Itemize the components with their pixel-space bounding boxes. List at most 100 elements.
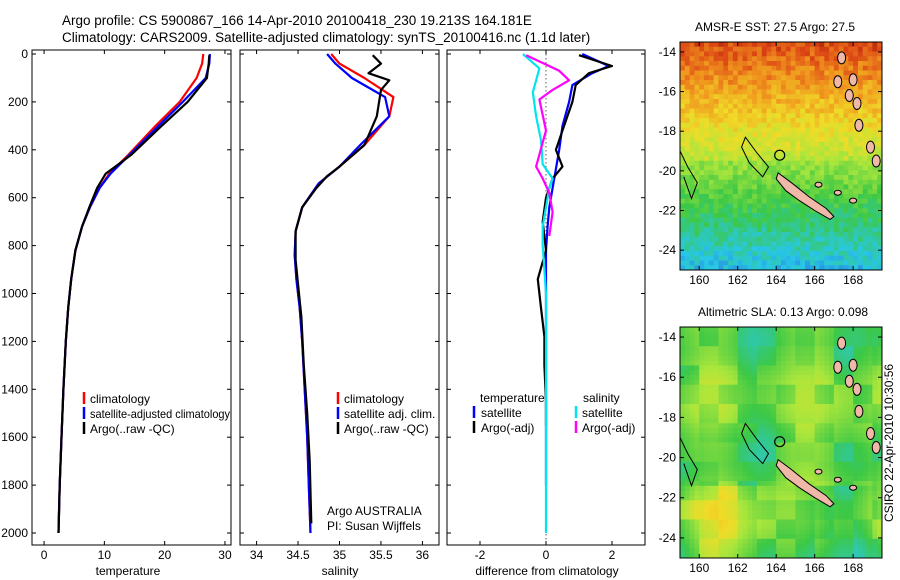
- map-cell: [704, 423, 710, 429]
- map-cell: [800, 265, 806, 270]
- map-cell: [699, 529, 705, 535]
- map-cell: [680, 103, 686, 110]
- map-cell: [704, 156, 710, 162]
- map-cell: [747, 189, 753, 195]
- map-cell: [699, 132, 705, 138]
- map-cell: [747, 428, 753, 434]
- map-cell: [838, 500, 845, 506]
- map-cell: [728, 428, 734, 434]
- map-cell: [761, 384, 768, 391]
- map-cell: [848, 227, 854, 233]
- map-cell: [862, 208, 869, 214]
- map-cell: [684, 490, 691, 497]
- map-cell: [776, 165, 782, 171]
- map-cell: [819, 399, 825, 405]
- map-cell: [877, 127, 882, 133]
- map-cell: [843, 548, 849, 554]
- map-cell: [708, 160, 715, 167]
- map-cell: [756, 65, 763, 72]
- map-cell: [694, 99, 700, 105]
- vanuatu-island: [844, 89, 854, 102]
- map-cell: [819, 46, 825, 53]
- map-cell: [824, 46, 830, 53]
- map-cell: [833, 70, 840, 76]
- map-cell: [814, 538, 821, 545]
- map-cell: [877, 61, 882, 67]
- map-cell: [857, 461, 864, 468]
- map-cell: [805, 208, 811, 214]
- depth-tick-label: 2000: [1, 526, 28, 540]
- map-cell: [829, 514, 835, 521]
- map-cell: [684, 189, 691, 195]
- map-cell: [809, 118, 816, 124]
- map-cell: [862, 346, 869, 352]
- legend-salinity-heading: salinity: [583, 391, 620, 405]
- map-cell: [684, 89, 691, 95]
- map-cell: [819, 89, 825, 95]
- map-cell: [684, 355, 691, 362]
- map-cell: [718, 553, 724, 558]
- map-cell: [829, 251, 835, 257]
- map-cell: [756, 137, 763, 143]
- map-cell: [680, 42, 686, 48]
- map-cell: [752, 236, 758, 243]
- map-cell: [795, 452, 801, 458]
- map-cell: [829, 327, 835, 333]
- map-cell: [718, 89, 724, 95]
- map-cell: [704, 394, 710, 400]
- map-cell: [838, 232, 845, 238]
- map-cell: [732, 89, 739, 95]
- map-cell: [800, 543, 806, 549]
- map-cell: [723, 70, 729, 76]
- legend-climatology: climatology: [344, 392, 404, 406]
- map-cell: [838, 490, 845, 497]
- map-cell: [795, 466, 801, 472]
- profile-location-marker: [774, 436, 786, 448]
- map-cell: [838, 227, 845, 233]
- map-cell: [737, 336, 744, 343]
- map-cell: [771, 198, 777, 205]
- map-cell: [708, 408, 715, 415]
- map-cell: [747, 75, 753, 81]
- map-cell: [848, 56, 854, 62]
- map-cell: [848, 255, 854, 262]
- map-cell: [747, 241, 753, 247]
- map-cell: [756, 461, 763, 468]
- map-cell: [704, 447, 710, 453]
- map-cell: [814, 456, 821, 463]
- map-cell: [848, 432, 854, 439]
- map-cell: [708, 505, 715, 511]
- map-cell: [728, 213, 734, 219]
- map-cell: [833, 485, 840, 492]
- map-cell: [713, 408, 720, 415]
- map-cell: [732, 260, 739, 266]
- map-cell: [737, 524, 744, 530]
- map-cell: [785, 500, 792, 506]
- map-cell: [708, 241, 715, 247]
- map-cell: [857, 260, 864, 266]
- map-cell: [776, 514, 782, 521]
- map-cell: [872, 194, 878, 200]
- map-cell: [814, 118, 821, 124]
- map-cell: [728, 236, 734, 243]
- map-cell: [704, 500, 710, 506]
- salinity-legend: climatology satellite adj. clim. Argo(..…: [327, 392, 435, 533]
- map-cell: [699, 514, 705, 521]
- map-cell: [833, 437, 840, 444]
- map-cell: [824, 365, 830, 371]
- map-cell: [785, 423, 792, 429]
- map-cell: [838, 217, 845, 224]
- map-cell: [680, 360, 686, 367]
- map-cell: [708, 375, 715, 381]
- map-cell: [694, 160, 700, 167]
- map-cell: [737, 327, 744, 333]
- map-cell: [853, 481, 859, 487]
- map-cell: [694, 490, 700, 497]
- map-y-tick-label: -22: [659, 491, 677, 505]
- map-cell: [824, 236, 830, 243]
- map-cell: [704, 408, 710, 415]
- map-cell: [737, 156, 744, 162]
- map-cell: [838, 375, 845, 381]
- map-cell: [848, 217, 854, 224]
- map-cell: [867, 370, 873, 376]
